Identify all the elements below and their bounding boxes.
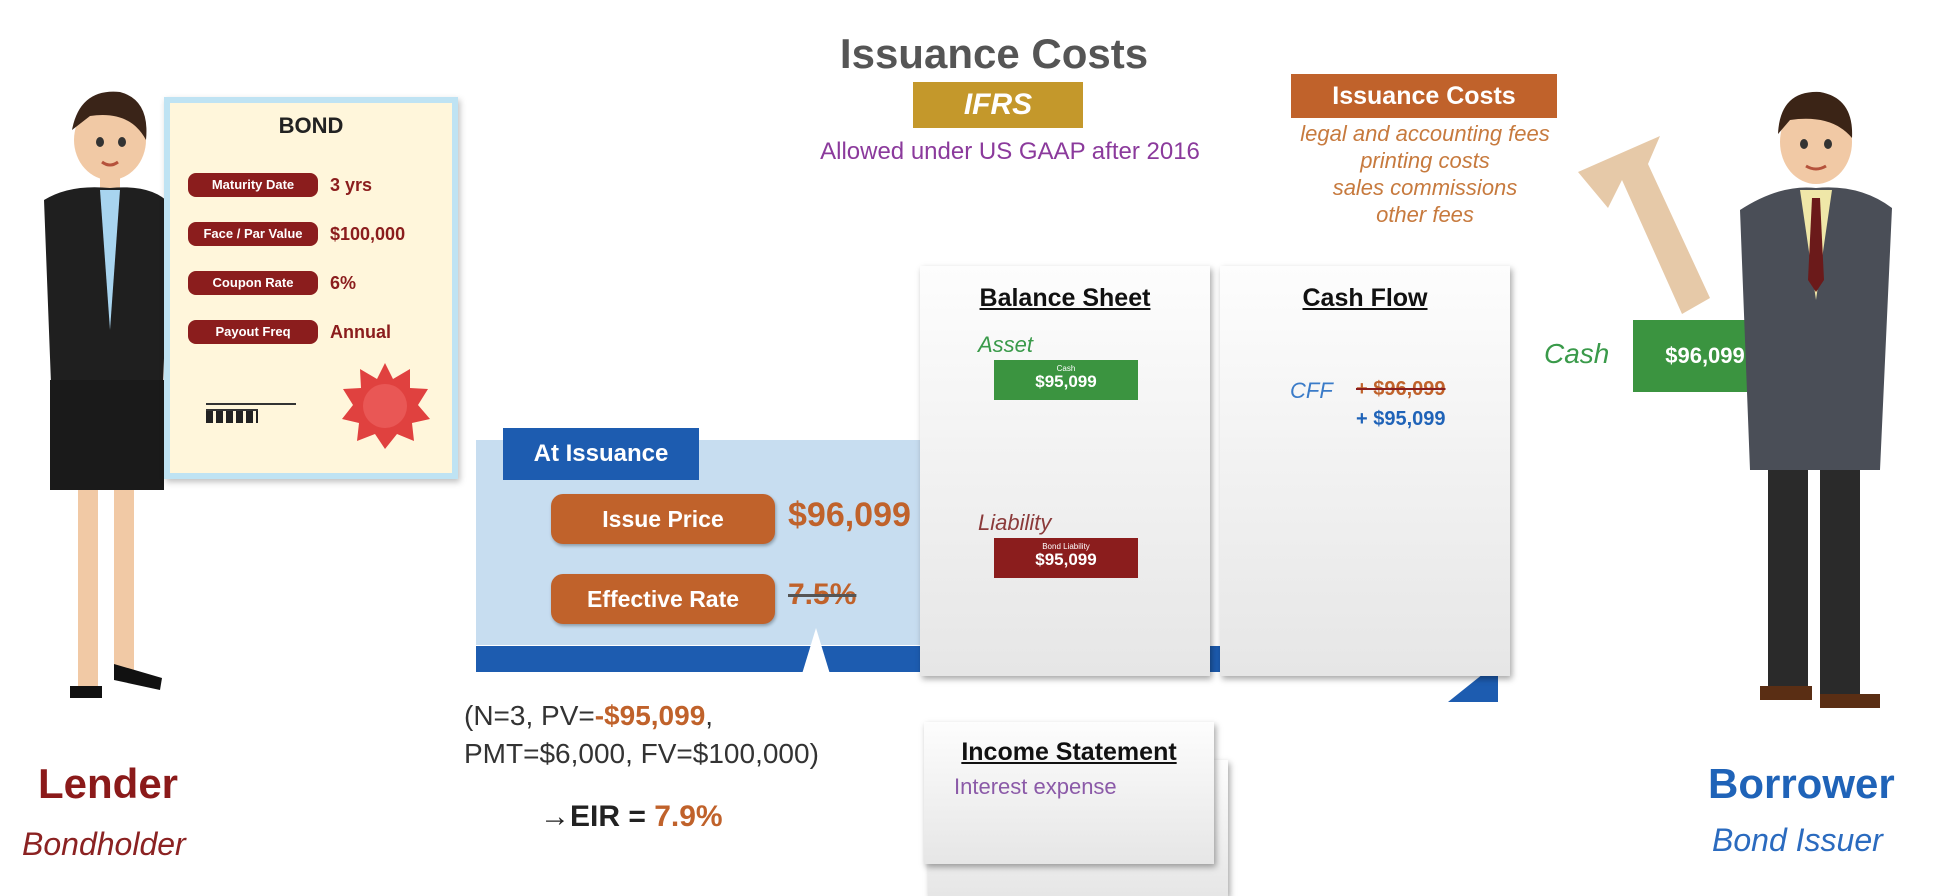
up-left-arrow-icon <box>1578 136 1710 314</box>
cash-flow-card: Cash Flow CFF + $96,099 + $95,099 <box>1220 266 1510 676</box>
bond-coupon-value: 6% <box>330 273 357 293</box>
cff-label: CFF <box>1290 378 1333 403</box>
bond-payout-value: Annual <box>330 322 391 342</box>
bond-face-label: Face / Par Value <box>188 222 318 246</box>
asset-label: Asset <box>978 332 1034 357</box>
lender-figure <box>44 91 170 698</box>
bond-maturity-value: 3 yrs <box>330 175 373 195</box>
bond-face-value: $100,000 <box>330 224 406 244</box>
issue-price-value: $96,099 <box>788 496 911 534</box>
calc-line-2: PMT=$6,000, FV=$100,000) <box>464 738 819 769</box>
signature-line <box>206 403 296 405</box>
calc-line-1: (N=3, PV=-$95,099, <box>464 700 713 732</box>
cash-flow-title: Cash Flow <box>1302 284 1428 312</box>
income-statement-card: Income Statement Interest expense <box>924 722 1214 864</box>
issuance-cost-item: other fees <box>1376 202 1474 227</box>
bond-payout-label: Payout Freq <box>188 320 318 344</box>
issue-price-label: Issue Price <box>551 494 775 544</box>
calc-pv: -$95,099 <box>594 700 706 731</box>
cash-value: $95,099 <box>1035 372 1097 391</box>
balance-sheet-card: Balance Sheet Asset Cash $95,099 Liabili… <box>920 266 1210 676</box>
cff-new-value: + $95,099 <box>1356 408 1446 430</box>
income-statement-title: Income Statement <box>961 738 1177 766</box>
issuance-costs-label: Issuance Costs <box>1291 74 1557 118</box>
seal-icon <box>342 363 430 449</box>
borrower-label: Borrower <box>1708 760 1895 807</box>
lender-label: Lender <box>38 760 179 807</box>
issuance-cost-item: printing costs <box>1360 148 1490 173</box>
eir-value: 7.9% <box>654 800 723 833</box>
bond-title: BOND <box>278 113 344 138</box>
liability-caption: Bond Liability <box>1042 542 1090 551</box>
balance-sheet-title: Balance Sheet <box>979 284 1151 312</box>
at-issuance-tab: At Issuance <box>503 428 699 480</box>
page-title: Issuance Costs <box>839 30 1149 77</box>
calc-prefix: (N=3, PV= <box>464 700 595 731</box>
bond-liability-box: Bond Liability $95,099 <box>994 538 1138 578</box>
eir-label: →EIR = <box>540 800 655 833</box>
cff-old-value: + $96,099 <box>1356 378 1446 400</box>
cash-caption: Cash <box>1056 364 1076 373</box>
interest-expense-line: Interest expense <box>954 774 1117 799</box>
bondholder-label: Bondholder <box>22 826 186 862</box>
effective-rate-value: 7.5% <box>788 578 857 611</box>
effective-rate-label: Effective Rate <box>551 574 775 624</box>
bond-coupon-label: Coupon Rate <box>188 271 318 295</box>
borrower-cash-label: Cash <box>1544 338 1610 369</box>
bond-issuer-label: Bond Issuer <box>1712 822 1883 858</box>
calc-suffix: , <box>705 700 714 731</box>
bond-maturity-label: Maturity Date <box>188 173 318 197</box>
issuance-costs-list: legal and accounting fees printing costs… <box>1260 120 1590 228</box>
eir-result: →EIR = 7.9% <box>540 800 723 834</box>
gaap-note: Allowed under US GAAP after 2016 <box>820 138 1200 165</box>
issuance-cost-item: legal and accounting fees <box>1300 121 1550 146</box>
cash-asset-box: Cash $95,099 <box>994 360 1138 400</box>
ifrs-badge: IFRS <box>913 82 1083 128</box>
issuance-cost-item: sales commissions <box>1332 175 1518 200</box>
barcode-icon <box>206 409 258 423</box>
borrower-figure <box>1740 91 1892 708</box>
liability-value: $95,099 <box>1035 550 1097 569</box>
timeline-marker-icon <box>802 628 830 674</box>
bond-certificate: BOND Maturity Date 3 yrs Face / Par Valu… <box>164 97 458 479</box>
liability-label: Liability <box>978 510 1052 535</box>
